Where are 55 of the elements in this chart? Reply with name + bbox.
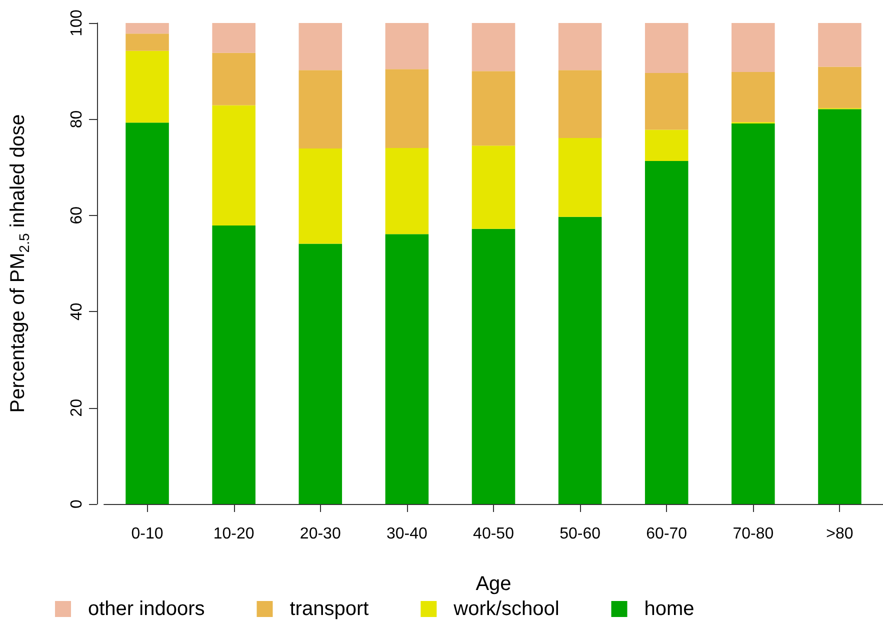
bar — [212, 105, 256, 226]
x-tick-label: 20-30 — [300, 526, 341, 542]
y-tick-label: 40 — [68, 302, 86, 320]
bar — [732, 124, 775, 504]
bar — [126, 122, 169, 504]
bar — [644, 73, 688, 130]
x-axis-title: Age — [476, 573, 512, 595]
x-tick-label: 40-50 — [473, 526, 514, 542]
bar — [126, 23, 169, 34]
bar — [472, 146, 516, 229]
bar — [212, 23, 256, 53]
bar — [385, 69, 429, 148]
bar — [732, 72, 775, 122]
x-tick-label: 0-10 — [131, 526, 164, 542]
y-tick-label: 80 — [68, 110, 86, 128]
x-tick-label: 70-80 — [732, 526, 774, 542]
x-tick-label: 60-70 — [646, 526, 688, 542]
bar — [385, 148, 429, 234]
x-tick-label: 50-60 — [560, 526, 601, 542]
x-tick-label: 30-40 — [386, 526, 428, 542]
bar — [472, 23, 516, 72]
legend-label: work/school — [452, 598, 560, 620]
bar — [298, 244, 342, 504]
bar — [558, 138, 602, 217]
y-tick-label: 20 — [68, 398, 86, 417]
bar — [644, 130, 688, 162]
legend-label: transport — [290, 598, 370, 620]
bar — [818, 23, 862, 67]
bar — [126, 50, 169, 123]
bar — [298, 23, 342, 70]
bar — [644, 23, 688, 74]
x-tick-label: >80 — [826, 526, 854, 542]
bar — [126, 34, 169, 51]
bar — [732, 23, 775, 72]
legend-label: home — [644, 598, 694, 620]
bar — [472, 228, 516, 504]
bar — [385, 234, 429, 504]
bar — [472, 71, 516, 146]
bar — [558, 216, 602, 504]
bar — [818, 109, 862, 504]
bar — [385, 23, 429, 70]
y-tick-label: 0 — [68, 499, 86, 508]
bar — [298, 148, 342, 244]
y-axis-title: Percentage of PM2.5 inhaled dose — [7, 114, 32, 413]
bar — [558, 70, 602, 138]
bar — [212, 52, 256, 106]
bar — [558, 23, 602, 70]
y-tick-label: 100 — [68, 10, 86, 36]
bar — [818, 66, 862, 108]
bar — [212, 226, 256, 504]
bar — [644, 161, 688, 504]
x-tick-label: 10-20 — [213, 526, 254, 542]
bar — [298, 70, 342, 149]
y-tick-label: 60 — [68, 206, 86, 224]
legend-label: other indoors — [88, 598, 205, 620]
